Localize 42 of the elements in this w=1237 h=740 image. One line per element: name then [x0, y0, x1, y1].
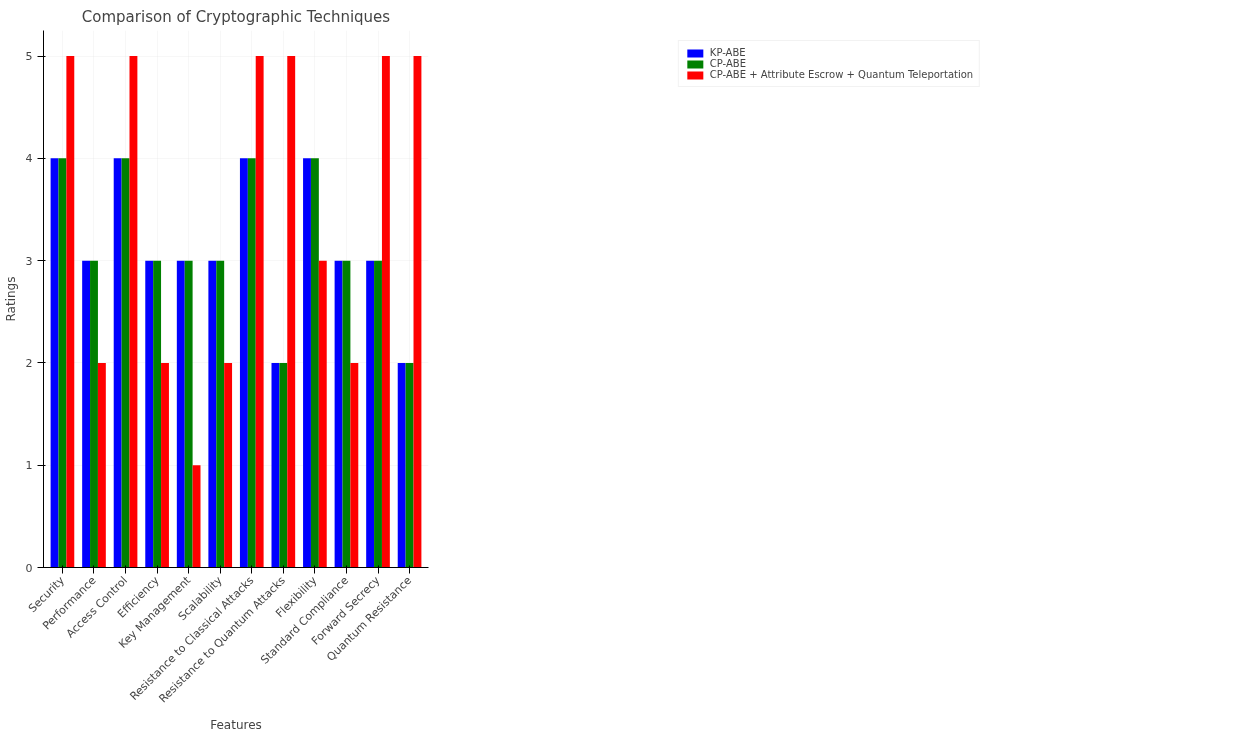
legend-label: KP-ABE	[709, 47, 746, 58]
chart-title: Comparison of Cryptographic Techniques	[81, 7, 391, 26]
bar	[318, 260, 327, 568]
bar	[224, 362, 233, 568]
y-axis-title: Ratings	[3, 276, 18, 322]
bar	[310, 158, 319, 568]
bar	[405, 362, 414, 568]
y-tick-label: 2	[25, 356, 33, 370]
bar	[374, 260, 382, 568]
bar	[153, 260, 162, 568]
bar	[82, 260, 91, 568]
bar	[97, 362, 106, 568]
bar	[90, 260, 98, 568]
bar	[397, 362, 406, 568]
bar	[113, 158, 122, 568]
y-tick-label: 4	[25, 152, 33, 166]
bar	[66, 56, 75, 568]
bar	[161, 362, 169, 568]
y-tick-label: 0	[25, 561, 33, 575]
bar	[303, 158, 311, 568]
legend-label: CP-ABE + Attribute Escrow + Quantum Teleportation	[709, 69, 974, 80]
bar	[58, 158, 67, 568]
bar	[287, 56, 296, 568]
bar	[176, 260, 185, 568]
bar	[129, 56, 138, 568]
y-tick-label: 3	[25, 254, 33, 268]
bar	[366, 260, 375, 568]
bar	[279, 362, 288, 568]
bar	[381, 56, 390, 568]
bar	[350, 362, 359, 568]
legend-label: CP-ABE	[709, 58, 747, 69]
bar	[247, 158, 256, 568]
bar	[208, 260, 217, 568]
y-tick-label: 1	[25, 459, 33, 473]
y-tick-label: 5	[25, 50, 33, 64]
bar	[145, 260, 154, 568]
bar	[184, 260, 193, 568]
x-axis-title: Features	[210, 718, 262, 733]
bar	[216, 260, 225, 568]
bar	[255, 56, 264, 568]
bar	[239, 158, 248, 568]
bar	[334, 260, 343, 568]
